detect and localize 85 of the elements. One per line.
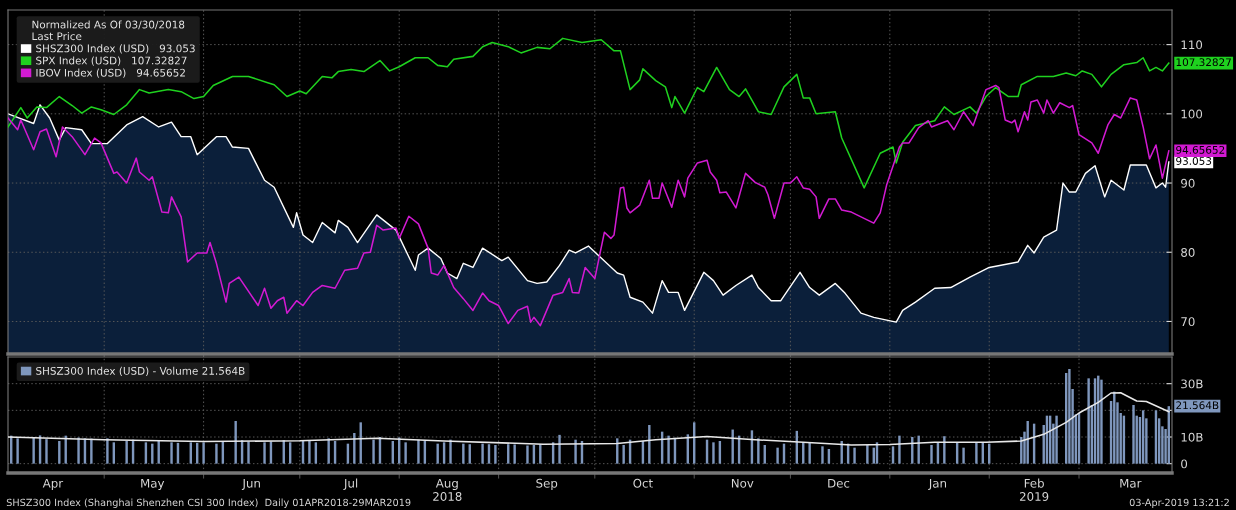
bar <box>58 441 61 464</box>
bar <box>151 443 154 464</box>
bar <box>202 442 205 464</box>
bar <box>1068 369 1071 464</box>
bar <box>234 421 237 464</box>
y-tick-label: 10B <box>1181 432 1203 442</box>
bar <box>436 443 439 464</box>
bar <box>170 442 173 464</box>
bar <box>1055 415 1058 464</box>
x-tick-label: Feb 2019 <box>1019 478 1049 501</box>
x-tick-label: Sep <box>536 478 558 490</box>
bar <box>1100 379 1103 464</box>
bar <box>327 438 330 464</box>
legend-label: IBOV Index (USD) 94.65652 <box>36 68 185 78</box>
y-tick-label: 0 <box>1181 459 1188 469</box>
bar <box>372 439 375 464</box>
bar <box>90 438 93 464</box>
legend-title: Normalized As Of 03/30/2018 Last Price <box>32 20 185 41</box>
bar <box>962 447 965 464</box>
legend-label: SHSZ300 Index (USD) - Volume 21.564B <box>36 366 245 377</box>
bar <box>353 433 356 464</box>
x-tick-label: Jul <box>343 478 358 490</box>
y-tick-label: 90 <box>1181 178 1195 188</box>
bar <box>558 434 561 464</box>
y-tick-label: 100 <box>1181 109 1203 119</box>
bar <box>526 445 529 464</box>
bar <box>106 438 109 464</box>
line-series <box>8 391 1170 446</box>
y-tick-label: 30B <box>1181 379 1203 389</box>
line-series <box>8 84 1170 327</box>
bar <box>449 439 452 464</box>
bar <box>943 436 946 464</box>
bar <box>930 445 933 464</box>
bar <box>648 425 651 464</box>
x-tick-label: Jun <box>241 478 260 490</box>
bar <box>712 442 715 464</box>
x-tick-label: Mar <box>1120 478 1142 488</box>
bar <box>574 439 577 464</box>
bar <box>821 446 824 464</box>
bar <box>898 435 901 464</box>
bar <box>757 438 760 464</box>
bar <box>494 445 497 464</box>
bar <box>263 442 266 464</box>
x-tick-label: Dec <box>828 478 850 488</box>
bar <box>866 445 869 464</box>
bar <box>917 435 920 464</box>
legend-label: SPX Index (USD) 107.32827 <box>36 56 187 66</box>
bar <box>731 429 734 464</box>
y-tick-label: 110 <box>1181 40 1203 50</box>
bar <box>808 442 811 464</box>
x-tick-label: Aug 2018 <box>433 478 462 501</box>
bar <box>417 439 420 464</box>
annotation: 94.65652 <box>1176 145 1225 154</box>
y-tick-label: 80 <box>1181 247 1195 257</box>
x-tick-label: Nov <box>731 478 754 488</box>
annotation: 21.564B <box>1176 401 1219 410</box>
bar <box>32 437 35 464</box>
x-tick-label: Jan <box>928 478 947 490</box>
annotation: 107.32827 <box>1176 58 1231 67</box>
bar <box>853 447 856 464</box>
x-tick-label: Apr <box>42 478 64 490</box>
x-tick-label: May <box>141 478 165 490</box>
bar <box>125 441 128 464</box>
bar <box>776 447 779 464</box>
bar <box>404 442 407 464</box>
bar <box>667 435 670 464</box>
bar <box>1087 378 1090 464</box>
bar <box>462 443 465 464</box>
bar <box>308 440 311 464</box>
bar <box>539 444 542 464</box>
bar <box>975 442 978 464</box>
bar <box>622 445 625 464</box>
bar <box>247 441 250 464</box>
annotation: 93.053 <box>1176 157 1212 165</box>
bar <box>513 444 516 464</box>
y-tick-label: 70 <box>1181 317 1195 327</box>
bar <box>45 439 48 464</box>
text: SHSZ300 Index (Shanghai Shenzhen CSI 300 Index) Daily 01APR2018-29MAR2019 <box>6 498 411 508</box>
bar <box>16 438 19 464</box>
bar <box>1132 405 1135 464</box>
bar <box>481 443 484 464</box>
bar <box>215 443 218 464</box>
x-tick-label: Oct <box>633 478 653 488</box>
text: 03-Apr-2019 13:21:2 <box>1129 498 1229 508</box>
legend-label: SHSZ300 Index (USD) 93.053 <box>36 44 195 54</box>
